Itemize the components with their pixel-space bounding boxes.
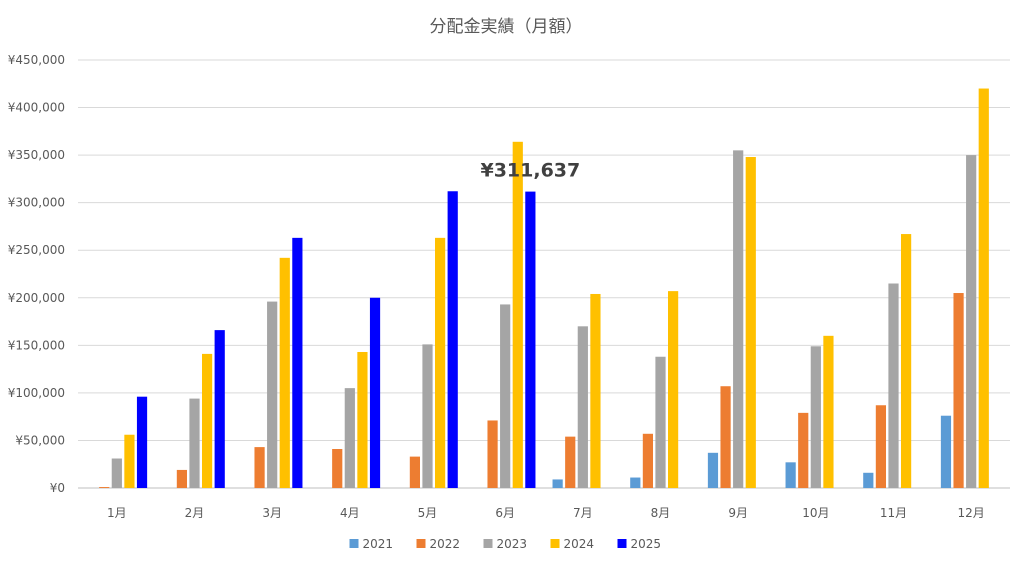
- bar-2023-8月: [655, 356, 666, 488]
- legend: 2021 2022 2023 2024 2025: [349, 537, 662, 551]
- bar-2024-4月: [357, 351, 368, 488]
- bar-2021-10月: [785, 462, 796, 488]
- bar-2023-1月: [111, 458, 122, 488]
- legend-swatch: [550, 539, 560, 548]
- x-tick-label: 3月: [262, 506, 282, 520]
- legend-label: 2025: [631, 537, 662, 551]
- bar-2021-12月: [940, 415, 952, 488]
- bar-2022-4月: [332, 449, 343, 488]
- bar-2022-2月: [176, 469, 187, 488]
- bar-2024-12月: [978, 88, 989, 489]
- bar-2023-4月: [344, 388, 355, 488]
- x-tick-label: 10月: [802, 506, 829, 520]
- bars: [99, 88, 989, 489]
- bar-2025-6月: [525, 191, 536, 489]
- legend-label: 2021: [363, 537, 394, 551]
- bar-2023-3月: [267, 301, 278, 488]
- bar-2023-2月: [189, 398, 200, 488]
- x-tick-label: 4月: [340, 506, 360, 520]
- bar-2023-6月: [500, 304, 511, 488]
- bar-2023-9月: [733, 150, 744, 488]
- bar-2021-9月: [707, 452, 719, 488]
- bar-2022-1月: [99, 487, 110, 488]
- x-tick-label: 11月: [880, 506, 907, 520]
- bar-2022-9月: [720, 386, 731, 488]
- bar-2024-1月: [124, 434, 135, 488]
- bar-2024-8月: [668, 291, 679, 488]
- bar-2022-7月: [565, 436, 576, 488]
- chart-title: 分配金実績（月額）: [430, 17, 583, 37]
- x-tick-label: 9月: [728, 506, 748, 520]
- y-tick-label: ¥100,000: [8, 386, 65, 400]
- y-tick-label: ¥300,000: [8, 196, 65, 210]
- bar-2024-5月: [435, 237, 446, 488]
- bar-2025-2月: [214, 330, 225, 488]
- y-tick-label: ¥150,000: [8, 338, 65, 352]
- bar-2022-3月: [254, 447, 265, 488]
- bar-2024-7月: [590, 293, 601, 488]
- x-tick-label: 2月: [185, 506, 205, 520]
- bar-2025-3月: [292, 237, 303, 488]
- bar-2024-2月: [202, 353, 213, 488]
- x-tick-label: 7月: [573, 506, 593, 520]
- bar-2022-5月: [409, 456, 420, 488]
- y-axis-ticks: ¥0 ¥50,000 ¥100,000 ¥150,000 ¥200,000 ¥250,00…: [8, 53, 65, 495]
- bar-2024-10月: [823, 335, 834, 488]
- bar-2022-10月: [798, 412, 809, 488]
- legend-swatch: [483, 539, 493, 548]
- bar-2024-6月: [512, 141, 523, 488]
- legend-label: 2024: [564, 537, 595, 551]
- y-tick-label: ¥400,000: [8, 101, 65, 115]
- y-tick-label: ¥450,000: [8, 53, 65, 67]
- bar-2022-12月: [953, 293, 964, 488]
- bar-2023-7月: [577, 326, 588, 488]
- x-tick-label: 12月: [958, 506, 985, 520]
- legend-swatch: [617, 539, 627, 548]
- bar-2025-4月: [369, 297, 381, 488]
- value-callout: ¥311,637: [480, 160, 580, 182]
- bar-2024-9月: [745, 157, 756, 488]
- bar-2023-11月: [888, 283, 899, 488]
- bar-2022-11月: [875, 405, 886, 488]
- bar-2024-11月: [901, 234, 912, 488]
- bar-2021-8月: [630, 477, 641, 488]
- bar-2022-6月: [487, 420, 498, 488]
- gridlines: [78, 59, 1010, 489]
- bar-2025-1月: [136, 396, 148, 488]
- x-tick-label: 6月: [495, 506, 515, 520]
- x-tick-label: 8月: [651, 506, 671, 520]
- legend-swatch: [349, 539, 359, 548]
- legend-swatch: [416, 539, 426, 548]
- bar-2023-5月: [422, 344, 433, 488]
- y-tick-label: ¥50,000: [15, 433, 65, 447]
- x-tick-label: 1月: [107, 506, 127, 520]
- y-tick-label: ¥0: [50, 481, 65, 495]
- bar-2025-5月: [447, 191, 458, 488]
- y-tick-label: ¥250,000: [8, 243, 65, 257]
- bar-2023-10月: [810, 346, 821, 488]
- bar-2024-3月: [279, 257, 290, 488]
- bar-2022-8月: [642, 433, 653, 488]
- x-axis-ticks: 1月 2月 3月 4月 5月 6月 7月 8月 9月 10月 11月 12月: [107, 506, 985, 520]
- y-tick-label: ¥350,000: [8, 148, 65, 162]
- bar-2021-11月: [863, 472, 874, 488]
- y-tick-label: ¥200,000: [8, 291, 65, 305]
- bar-2021-7月: [552, 479, 563, 488]
- bar-2023-12月: [966, 155, 977, 488]
- legend-label: 2023: [497, 537, 528, 551]
- x-tick-label: 5月: [418, 506, 438, 520]
- legend-label: 2022: [430, 537, 461, 551]
